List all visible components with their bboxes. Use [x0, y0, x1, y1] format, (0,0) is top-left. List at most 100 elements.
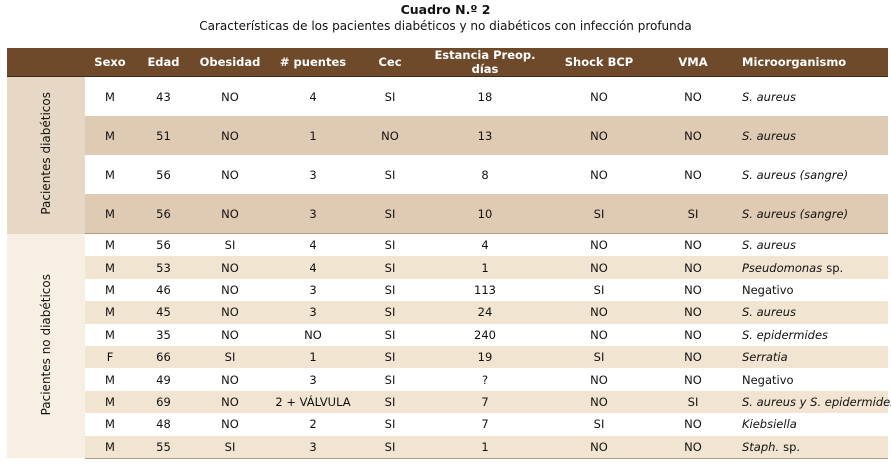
cell: 56 [156, 167, 171, 182]
cell: 56 [156, 238, 171, 253]
cell: M [85, 390, 135, 414]
cell: 51 [135, 116, 192, 155]
cell: SI [650, 194, 736, 234]
cell: 3 [268, 435, 358, 459]
cell: 7 [481, 417, 489, 432]
cell-text: Pseudomonas [742, 260, 823, 275]
cell: NO [684, 89, 702, 104]
table-row: M 46 NO 3 SI 113 SI NO Negativo [7, 279, 888, 301]
cell: M [85, 301, 135, 324]
cell: Negativo [736, 279, 888, 301]
cell: SI [358, 435, 422, 459]
cell: 55 [135, 435, 192, 459]
cell: NO [221, 372, 239, 387]
row-group: Pacientes no diabéticos M 56 SI 4 SI 4 NO NO S. a… [7, 233, 891, 459]
cell: 2 [309, 417, 317, 432]
cell: NO [590, 167, 608, 182]
cell: NO [684, 327, 702, 342]
cell: S. aureus (sangre) [736, 155, 888, 194]
cell-text: Negativo [742, 282, 794, 297]
cell: 8 [481, 167, 489, 182]
cell: 53 [135, 256, 192, 279]
cell: 240 [474, 327, 496, 342]
cell: Serratia [736, 345, 888, 369]
column-header: Edad [135, 48, 192, 77]
cell: SI [358, 345, 422, 369]
cell: 1 [268, 116, 358, 155]
cell: 1 [422, 256, 548, 279]
cell: NO [684, 417, 702, 432]
column-header: Obesidad [192, 48, 268, 77]
cell: NO [548, 256, 650, 279]
cell: 1 [268, 345, 358, 369]
cell-text: S. aureus y S. epidermides [742, 394, 891, 409]
cell: 69 [135, 390, 192, 414]
table-row: Pacientes no diabéticos M 56 SI 4 SI 4 NO NO S. a… [7, 233, 888, 459]
subtitle: Características de los pacientes diabéti… [199, 19, 692, 33]
cell: NO [650, 116, 736, 155]
cell: 4 [268, 256, 358, 279]
cell: NO [548, 301, 650, 324]
cell: NO [221, 327, 239, 342]
cell: NO [684, 282, 702, 297]
column-header: VMA [650, 48, 736, 77]
cell: S. aureus y S. epidermides [736, 390, 891, 414]
cell: 56 [135, 194, 192, 234]
cell: NO [192, 194, 268, 234]
cell: S. aureus (sangre) [736, 194, 888, 234]
cell: 113 [474, 282, 496, 297]
table-row: M 49 NO 3 SI? NO NO Negativo [7, 368, 888, 390]
table-row: M 69 NO 2 + VÁLVULA SI 7 NO SI S. aureus y S. ep… [7, 390, 891, 414]
cell: 4 [309, 89, 317, 104]
cell: SI [358, 256, 422, 279]
cell: SI [384, 372, 396, 387]
cell: NO [192, 390, 268, 414]
cell: NO [590, 372, 608, 387]
cell-text: S. aureus [742, 305, 797, 320]
cell-text: S. aureus [742, 89, 797, 104]
table-row: M 53 NO 4 SI 1 NO NO Pseudomonas sp. [7, 256, 888, 279]
cell: M [105, 417, 115, 432]
cell: 3 [309, 167, 317, 182]
table-row: M 35 NO NO SI 240 NO NO S. epidermides [7, 324, 888, 346]
group-label: Pacientes diabéticos [39, 92, 53, 216]
cell: 46 [156, 282, 171, 297]
cell: 49 [156, 372, 171, 387]
cell: SI [593, 417, 605, 432]
cell-text: S. aureus (sangre) [742, 206, 849, 221]
cell: Kiebsiella [736, 413, 888, 435]
cell: SI [384, 238, 396, 253]
cell: SI [358, 301, 422, 324]
cell: Negativo [736, 368, 888, 390]
cell: S. aureus [736, 77, 888, 117]
cell: 66 [135, 345, 192, 369]
cell: NO [221, 167, 239, 182]
cell: SI [593, 282, 605, 297]
title: Cuadro N.º 2 [400, 2, 491, 17]
cell: 3 [268, 194, 358, 234]
cell: SI [384, 327, 396, 342]
cell: NO [192, 256, 268, 279]
cell: NO [192, 116, 268, 155]
column-header: Cec [358, 48, 422, 77]
cell: 1 [422, 435, 548, 459]
cell: NO [221, 282, 239, 297]
cell: NO [650, 301, 736, 324]
column-header: Microorganismo [736, 48, 888, 77]
cell: NO [590, 238, 608, 253]
cell: NO [650, 435, 736, 459]
cell: 24 [422, 301, 548, 324]
cell: SI [384, 417, 396, 432]
cell: SI [548, 194, 650, 234]
cell: M [105, 282, 115, 297]
group-label: Pacientes no diabéticos [39, 273, 53, 416]
table-row: M 51 NO 1 NO 13 NO NO S. aureus [7, 116, 888, 155]
cell: 45 [135, 301, 192, 324]
header-row: Sexo Edad Obesidad # puentes Cec Estancia Pre… [7, 48, 888, 77]
cell: SI [548, 345, 650, 369]
cell: M [85, 256, 135, 279]
cell: SI [384, 167, 396, 182]
column-header: # puentes [268, 48, 358, 77]
table-row: M 45 NO 3 SI 24 NO NO S. aureus [7, 301, 888, 324]
cell: Pseudomonas sp. [736, 256, 888, 279]
